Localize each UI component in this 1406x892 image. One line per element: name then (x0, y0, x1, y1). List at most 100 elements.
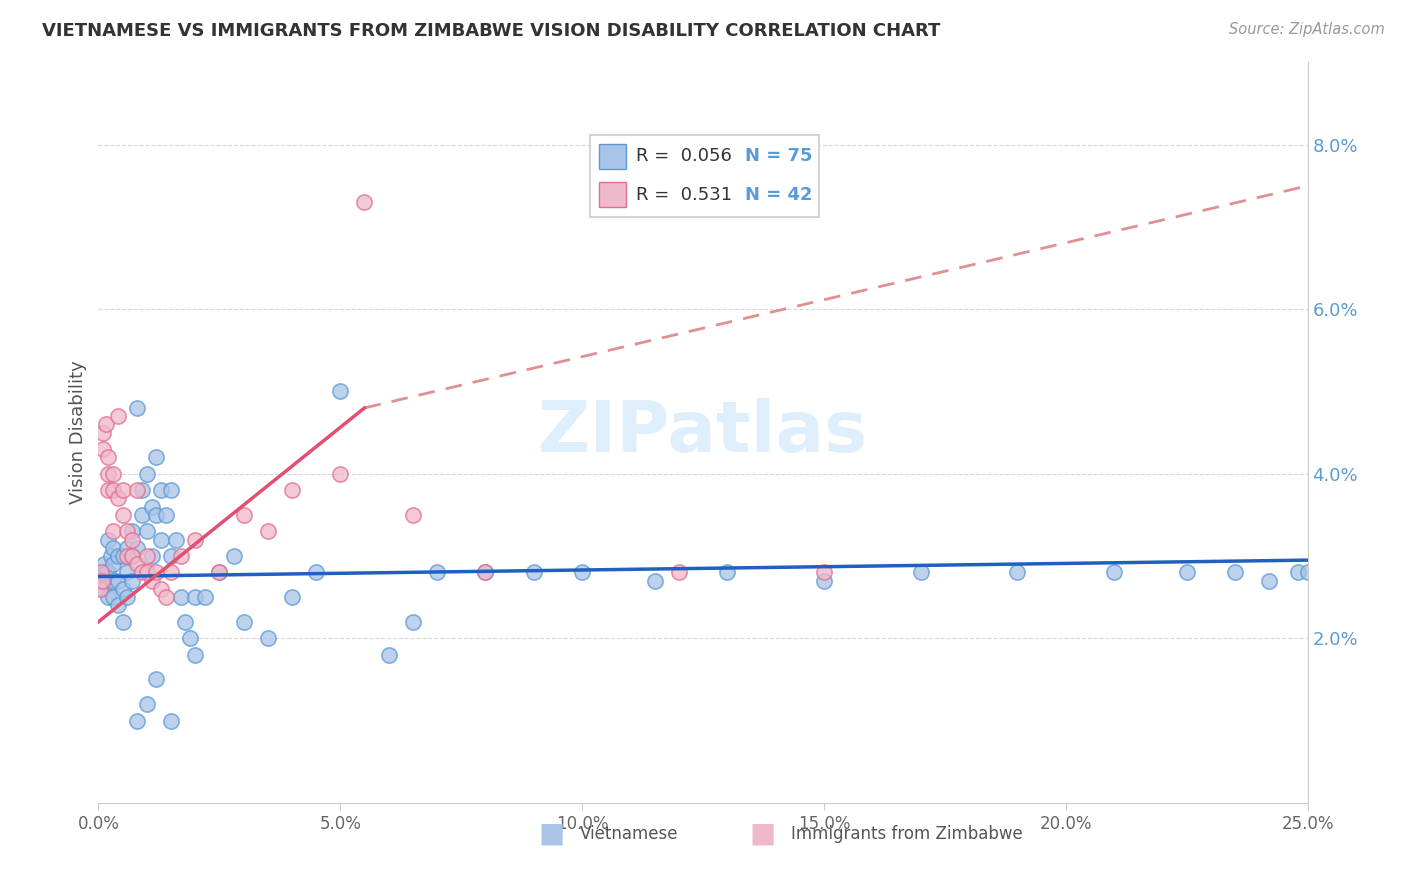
Point (150, 533, 173, 547)
Point (135, 697, 157, 711)
Point (101, 558, 124, 572)
Point (91, 425, 114, 440)
Point (160, 566, 183, 580)
Point (135, 524, 157, 539)
Point (256, 524, 278, 539)
Point (1296, 566, 1319, 580)
Point (174, 615, 197, 629)
Point (97, 483, 120, 498)
Point (1223, 566, 1246, 580)
Point (97, 450, 120, 465)
Point (91, 574, 114, 588)
Point (121, 524, 143, 539)
Point (127, 401, 149, 415)
Point (160, 549, 183, 563)
Point (101, 574, 124, 588)
Point (813, 566, 835, 580)
Point (256, 632, 278, 646)
Point (184, 648, 207, 662)
Point (402, 615, 425, 629)
Point (107, 599, 129, 613)
Text: R =  0.531: R = 0.531 (636, 186, 731, 203)
Point (93, 558, 115, 572)
Point (107, 549, 129, 563)
Bar (599, 182, 627, 207)
Point (90, 566, 112, 580)
Point (155, 508, 177, 522)
Point (222, 549, 245, 563)
Point (117, 549, 139, 563)
Point (127, 483, 149, 498)
Point (135, 566, 157, 580)
Point (184, 533, 207, 547)
Point (141, 500, 163, 514)
Point (474, 566, 496, 580)
Point (127, 541, 149, 555)
Point (135, 549, 157, 563)
Text: Immigrants from Zimbabwe: Immigrants from Zimbabwe (790, 825, 1022, 843)
Point (194, 590, 217, 604)
Point (101, 483, 124, 498)
Point (402, 508, 425, 522)
Point (91, 582, 114, 596)
Point (127, 714, 149, 728)
Point (571, 566, 593, 580)
Text: ■: ■ (749, 820, 776, 848)
Point (281, 483, 304, 498)
Point (97, 533, 120, 547)
Point (131, 483, 153, 498)
Point (813, 574, 835, 588)
Point (305, 566, 328, 580)
Point (89, 582, 111, 596)
Point (353, 195, 375, 210)
Point (141, 549, 163, 563)
Point (160, 714, 183, 728)
Point (90, 566, 112, 580)
Point (97, 467, 120, 481)
Point (111, 582, 134, 596)
Text: ZIPatlas: ZIPatlas (538, 398, 868, 467)
Point (474, 566, 496, 580)
Text: ■: ■ (538, 820, 565, 848)
Point (910, 566, 932, 580)
Point (184, 590, 207, 604)
Text: VIETNAMESE VS IMMIGRANTS FROM ZIMBABWE VISION DISABILITY CORRELATION CHART: VIETNAMESE VS IMMIGRANTS FROM ZIMBABWE V… (42, 22, 941, 40)
Point (232, 615, 254, 629)
Point (131, 508, 153, 522)
Point (141, 574, 163, 588)
Point (145, 673, 167, 687)
Point (155, 590, 177, 604)
Y-axis label: Vision Disability: Vision Disability (69, 360, 87, 505)
Point (127, 558, 149, 572)
Point (1007, 566, 1029, 580)
Point (131, 566, 153, 580)
Point (97, 590, 120, 604)
Point (644, 574, 666, 588)
Point (165, 533, 187, 547)
Point (107, 574, 129, 588)
Point (121, 574, 143, 588)
Point (111, 615, 134, 629)
Text: Vietnamese: Vietnamese (581, 825, 679, 843)
Point (150, 483, 173, 498)
Point (208, 566, 231, 580)
Point (169, 590, 191, 604)
Point (1257, 574, 1279, 588)
Point (426, 566, 449, 580)
Point (107, 491, 129, 506)
Point (101, 590, 124, 604)
Point (1286, 566, 1309, 580)
Point (523, 566, 546, 580)
FancyBboxPatch shape (591, 135, 818, 217)
Point (117, 524, 139, 539)
Point (169, 549, 191, 563)
Point (101, 524, 124, 539)
Point (111, 549, 134, 563)
Text: R =  0.056: R = 0.056 (636, 147, 731, 165)
Point (668, 566, 690, 580)
Point (94, 566, 117, 580)
Point (150, 582, 173, 596)
Point (135, 467, 157, 481)
Point (107, 409, 129, 424)
Point (1175, 566, 1198, 580)
